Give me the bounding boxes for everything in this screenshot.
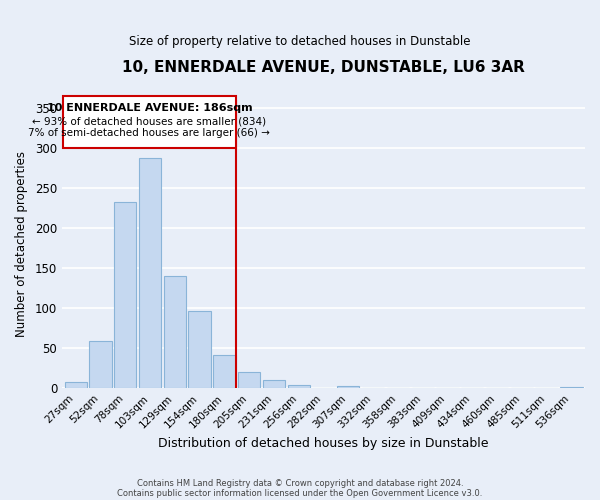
Text: Size of property relative to detached houses in Dunstable: Size of property relative to detached ho… <box>129 35 471 48</box>
Bar <box>287 385 310 388</box>
Bar <box>188 310 211 388</box>
Bar <box>89 341 112 388</box>
Title: 10, ENNERDALE AVENUE, DUNSTABLE, LU6 3AR: 10, ENNERDALE AVENUE, DUNSTABLE, LU6 3AR <box>122 60 525 75</box>
X-axis label: Distribution of detached houses by size in Dunstable: Distribution of detached houses by size … <box>158 437 489 450</box>
Text: Contains public sector information licensed under the Open Government Licence v3: Contains public sector information licen… <box>118 488 482 498</box>
Bar <box>337 386 359 388</box>
Y-axis label: Number of detached properties: Number of detached properties <box>15 151 28 337</box>
Bar <box>164 276 186 388</box>
Text: 7% of semi-detached houses are larger (66) →: 7% of semi-detached houses are larger (6… <box>28 128 271 138</box>
Bar <box>560 386 583 388</box>
Bar <box>63 96 236 148</box>
Text: Contains HM Land Registry data © Crown copyright and database right 2024.: Contains HM Land Registry data © Crown c… <box>137 478 463 488</box>
Bar <box>139 158 161 388</box>
Bar <box>114 202 136 388</box>
Bar <box>65 382 87 388</box>
Text: 10 ENNERDALE AVENUE: 186sqm: 10 ENNERDALE AVENUE: 186sqm <box>47 103 252 113</box>
Bar <box>213 356 236 388</box>
Bar <box>238 372 260 388</box>
Bar <box>263 380 285 388</box>
Text: ← 93% of detached houses are smaller (834): ← 93% of detached houses are smaller (83… <box>32 116 266 126</box>
